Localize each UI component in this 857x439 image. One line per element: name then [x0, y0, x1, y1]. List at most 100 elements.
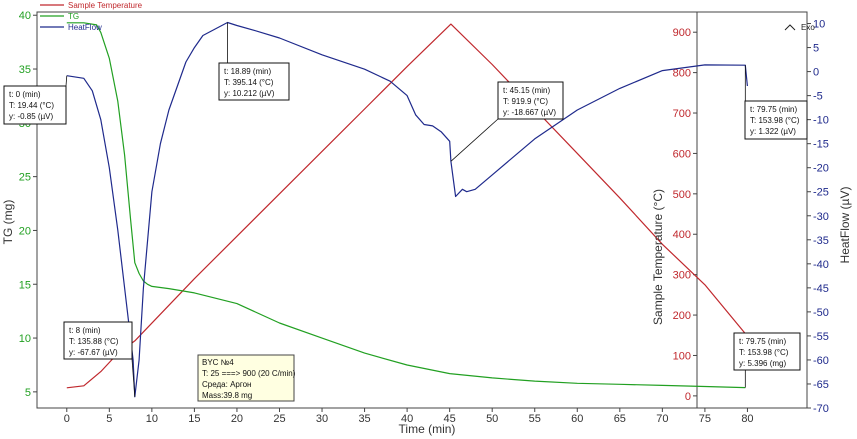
annotation-line: t: 8 (min) — [69, 326, 101, 335]
plot-frame — [36, 11, 808, 409]
info-line: BYC №4 — [202, 358, 234, 367]
annotation-line: y: -67.67 (µV) — [69, 348, 118, 357]
series-line-tg — [66, 22, 746, 389]
heatflow-axis-title: HeatFlow (µV) — [838, 187, 852, 264]
x-tick-label: 55 — [529, 413, 541, 425]
temperature-tick-label: 500 — [673, 189, 691, 201]
heatflow-tick-label: -30 — [813, 211, 829, 223]
annotation-leaders — [65, 22, 746, 397]
sample-info-box: BYC №4 T: 25 ===> 900 (20 C/min) Среда: … — [197, 354, 296, 402]
info-line: Mass:39.8 mg — [202, 391, 252, 400]
exo-arrow-icon — [784, 24, 796, 31]
annotation-line: y: 5.396 (mg) — [739, 359, 786, 368]
exo-label: Exo — [801, 23, 815, 32]
tg-tick-label: 15 — [19, 279, 31, 291]
annotation-line: y: 1.322 (µV) — [750, 127, 796, 136]
heatflow-tick-label: -50 — [813, 307, 829, 319]
heatflow-tick-label: -25 — [813, 187, 829, 199]
annotation-heatflow-minimum: t: 8 (min) T: 135.88 (°C) y: -67.67 (µV) — [63, 321, 133, 360]
temperature-tick-label: 300 — [673, 270, 691, 282]
temperature-tick-label: 400 — [673, 229, 691, 241]
annotation-heatflow-start: t: 0 (min) T: 19.44 (°C) y: -0.85 (µV) — [3, 85, 67, 125]
heatflow-tick-label: 0 — [813, 67, 819, 79]
heatflow-tick-label: 10 — [813, 19, 825, 31]
x-tick-label: 45 — [444, 413, 456, 425]
heatflow-axis-ticks: 10 5 0 -5 -10 -15 -20 -25 -30 -35 -40 -45 -50 -55 -60 -… — [807, 19, 829, 415]
annotation-line: t: 45.15 (min) — [503, 86, 550, 95]
x-tick-label: 15 — [188, 413, 200, 425]
temperature-tick-label: 0 — [685, 391, 691, 403]
x-tick-label: 60 — [571, 413, 583, 425]
legend-label-heatflow: HeatFlow — [68, 23, 102, 32]
tg-tick-label: 20 — [19, 225, 31, 237]
annotation-box — [218, 62, 290, 101]
annotation-heatflow-max-temp: t: 45.15 (min) T: 919.9 (°C) y: -18.667 … — [497, 81, 564, 120]
temperature-tick-label: 900 — [673, 27, 691, 39]
annotation-box — [497, 81, 564, 120]
annotation-line: y: 10.212 (µV) — [224, 89, 275, 98]
legend-label-temperature: Sample Temperature — [68, 1, 143, 10]
heatflow-tick-label: -60 — [813, 355, 829, 367]
x-tick-label: 0 — [64, 413, 70, 425]
annotation-line: T: 153.98 (°C) — [739, 348, 789, 357]
annotation-line: T: 919.9 (°C) — [503, 97, 548, 106]
x-tick-label: 5 — [106, 413, 112, 425]
annotation-line: t: 79.75 (min) — [750, 105, 797, 114]
annotation-leader — [65, 75, 68, 87]
x-tick-label: 25 — [273, 413, 285, 425]
x-axis-title: Time (min) — [399, 422, 456, 436]
heatflow-tick-label: -20 — [813, 163, 829, 175]
x-tick-label: 80 — [741, 413, 753, 425]
info-box-background — [197, 354, 295, 402]
heatflow-tick-label: -65 — [813, 379, 829, 391]
x-tick-label: 30 — [316, 413, 328, 425]
temperature-axis-ticks: 0 100 200 300 400 500 600 700 800 900 — [673, 27, 697, 403]
annotation-line: y: -0.85 (µV) — [9, 112, 54, 121]
x-tick-label: 75 — [699, 413, 711, 425]
series-line-heatflow — [66, 21, 748, 398]
annotation-line: y: -18.667 (µV) — [503, 108, 556, 117]
heatflow-tick-label: -55 — [813, 331, 829, 343]
tg-axis-title: TG (mg) — [1, 200, 15, 245]
annotation-leader — [450, 118, 499, 162]
x-tick-label: 35 — [358, 413, 370, 425]
temperature-tick-label: 700 — [673, 108, 691, 120]
x-tick-label: 50 — [486, 413, 498, 425]
annotation-box — [63, 321, 133, 360]
tg-tick-label: 40 — [19, 10, 31, 22]
annotation-box — [744, 100, 808, 140]
x-axis-ticks: 0 5 10 15 20 25 30 35 40 45 50 55 60 65 70 75 80 — [64, 408, 754, 425]
heatflow-tick-label: -40 — [813, 259, 829, 271]
x-tick-label: 65 — [614, 413, 626, 425]
annotation-line: T: 135.88 (°C) — [69, 337, 119, 346]
temperature-tick-label: 800 — [673, 68, 691, 80]
temperature-axis-title: Sample Temperature (°C) — [651, 189, 665, 325]
annotation-box — [733, 332, 801, 371]
tg-tick-label: 5 — [25, 387, 31, 399]
x-tick-label: 70 — [656, 413, 668, 425]
heatflow-tick-label: -45 — [813, 283, 829, 295]
tg-tick-label: 35 — [19, 64, 31, 76]
annotation-heatflow-peak: t: 18.89 (min) T: 395.14 (°C) y: 10.212 … — [218, 62, 290, 101]
heatflow-tick-label: -5 — [813, 91, 823, 103]
info-line: T: 25 ===> 900 (20 C/min) — [202, 369, 296, 378]
heatflow-tick-label: -70 — [813, 403, 829, 415]
legend: Sample Temperature TG HeatFlow — [40, 1, 143, 32]
annotation-tg-end: t: 79.75 (min) T: 153.98 (°C) y: 5.396 (… — [733, 332, 801, 371]
annotation-leader — [131, 358, 136, 397]
info-line: Среда: Аргон — [202, 380, 251, 389]
legend-label-tg: TG — [68, 12, 79, 21]
heatflow-tick-label: -10 — [813, 115, 829, 127]
annotation-line: t: 18.89 (min) — [224, 67, 271, 76]
tg-tick-label: 10 — [19, 333, 31, 345]
annotation-line: T: 153.98 (°C) — [750, 116, 800, 125]
heatflow-tick-label: -15 — [813, 139, 829, 151]
temperature-tick-label: 200 — [673, 310, 691, 322]
x-tick-label: 40 — [401, 413, 413, 425]
series-layer — [66, 21, 748, 398]
annotation-line: T: 395.14 (°C) — [224, 78, 274, 87]
heatflow-tick-label: 5 — [813, 43, 819, 55]
temperature-tick-label: 600 — [673, 148, 691, 160]
